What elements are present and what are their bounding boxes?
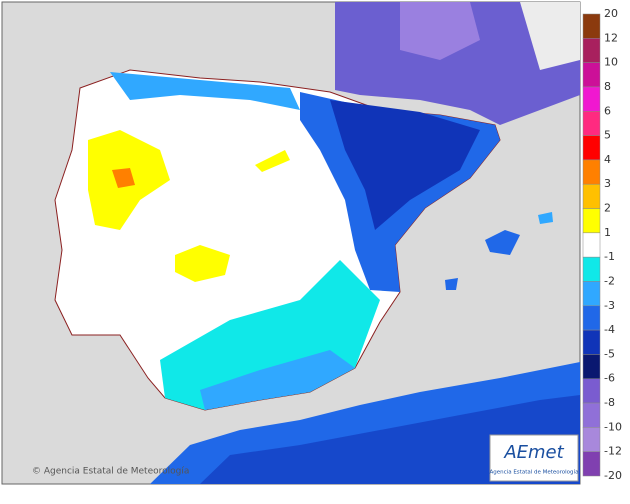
legend-label: -20 [604, 469, 622, 482]
legend-swatch [582, 378, 601, 404]
legend-swatch [582, 38, 601, 63]
legend-label: -2 [604, 274, 615, 287]
anomaly-area [255, 150, 290, 172]
legend-label: 3 [604, 177, 611, 190]
legend-label: -10 [604, 420, 622, 433]
legend-label: -3 [604, 299, 615, 312]
legend-label: -8 [604, 396, 615, 409]
legend-swatch [582, 232, 601, 258]
legend-swatch [582, 159, 601, 185]
credit: © Agencia Estatal de Meteorología [32, 467, 189, 477]
legend-label: -5 [604, 347, 615, 360]
legend-swatch [582, 111, 601, 136]
legend-swatch [582, 305, 601, 331]
legend-label: 1 [604, 226, 611, 239]
anomaly-area [200, 350, 355, 410]
island [538, 212, 553, 224]
land-outside [520, 2, 580, 70]
map: AEmet Agencia Estatal de Meteorología © … [1, 1, 581, 485]
island [445, 278, 458, 290]
legend-swatch [582, 354, 601, 379]
anomaly-area [330, 100, 480, 230]
legend-label: 6 [604, 104, 611, 117]
island [485, 230, 520, 255]
legend-label: 2 [604, 202, 611, 215]
legend-label: 5 [604, 129, 611, 142]
legend-swatch [582, 13, 601, 39]
logo-box [489, 434, 579, 482]
africa-region [200, 395, 580, 484]
legend-label: 8 [604, 80, 611, 93]
legend-swatch [582, 256, 601, 282]
logo-name: AEmet [503, 442, 564, 463]
legend-label: -6 [604, 372, 615, 385]
legend-swatch [582, 402, 601, 428]
logo-agency: Agencia Estatal de Meteorología [490, 469, 579, 476]
legend-label: 12 [604, 31, 618, 44]
legend: 20 12 10 8 6 5 4 3 2 1 -1 -2 -3 -4 -5 -6 -8 -10 -12 -20 [582, 7, 622, 482]
legend-swatch [582, 62, 601, 88]
legend-swatch [582, 427, 601, 452]
france-region [400, 2, 480, 60]
anomaly-area [110, 72, 300, 110]
legend-swatch [582, 86, 601, 112]
legend-label: 10 [604, 56, 618, 69]
legend-label: -4 [604, 323, 615, 336]
legend-label: -12 [604, 445, 622, 458]
anomaly-area [175, 245, 230, 282]
legend-swatch [582, 451, 601, 477]
legend-label: 20 [604, 7, 618, 20]
legend-label: -1 [604, 250, 615, 263]
legend-swatch [582, 329, 601, 355]
legend-label: 4 [604, 153, 611, 166]
legend-swatch [582, 281, 601, 307]
anomaly-area [112, 168, 135, 188]
legend-swatch [582, 183, 601, 209]
france-region [335, 2, 580, 125]
legend-swatch [582, 208, 601, 234]
legend-swatch [582, 135, 601, 161]
